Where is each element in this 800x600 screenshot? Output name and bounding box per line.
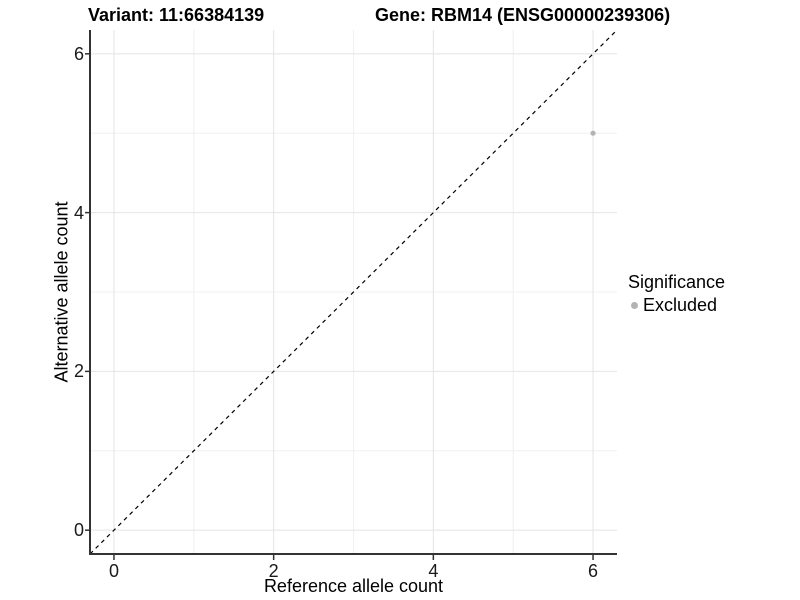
y-tick-label: 2 — [73, 361, 84, 382]
legend-item-label: Excluded — [643, 295, 718, 315]
y-axis-title: Alternative allele count — [51, 201, 72, 383]
gene-title: Gene: RBM14 (ENSG00000239306) — [375, 5, 671, 25]
x-axis-title: Reference allele count — [263, 576, 444, 596]
x-tick-label: 4 — [428, 561, 439, 581]
data-point — [590, 130, 596, 136]
legend: Significance Excluded — [628, 272, 725, 316]
y-tick-label: 6 — [73, 43, 84, 64]
identity-line — [89, 29, 618, 555]
variant-title: Variant: 11:66384139 — [88, 5, 265, 25]
x-tick-label: 2 — [268, 561, 279, 581]
y-tick-label: 4 — [73, 202, 84, 223]
y-tick-label: 0 — [73, 520, 84, 541]
excluded-point-icon — [631, 302, 638, 309]
x-tick-label: 0 — [108, 561, 119, 581]
legend-title: Significance — [628, 272, 726, 292]
x-tick-label: 6 — [588, 561, 599, 581]
legend-item-excluded: Excluded — [631, 295, 725, 316]
